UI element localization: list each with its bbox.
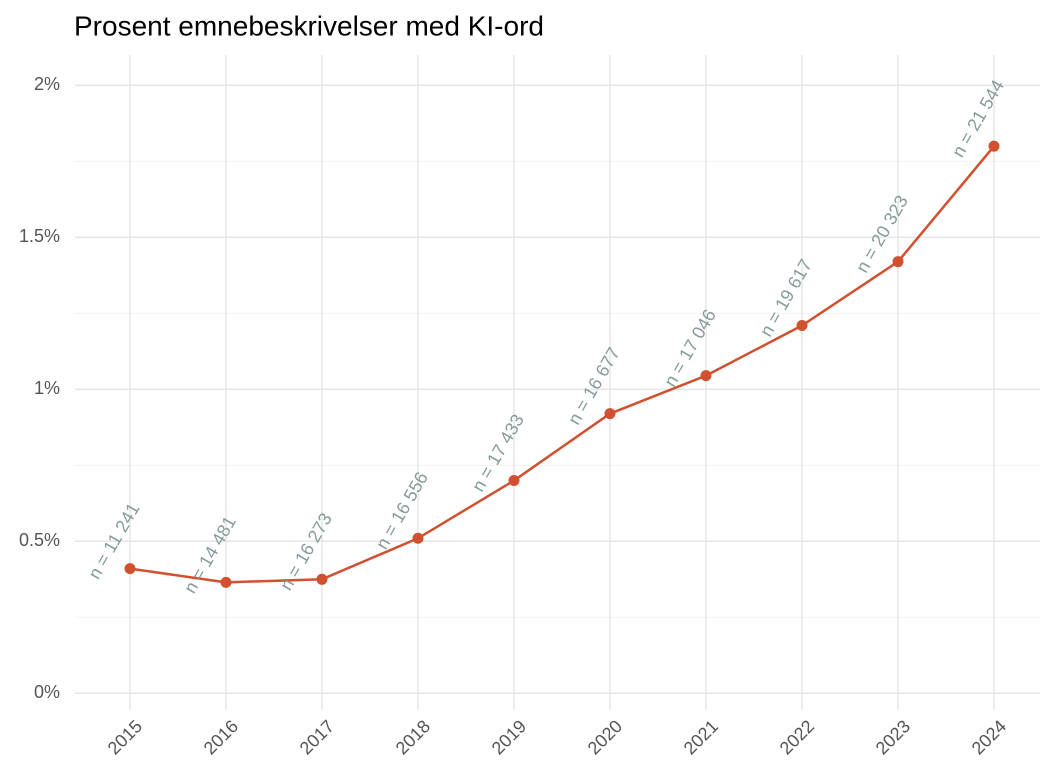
point (988, 140, 1000, 152)
point (700, 370, 712, 382)
point (412, 532, 424, 544)
line (129, 145, 995, 584)
x-tick-label: 2022 (776, 716, 818, 758)
x-tick-label: 2019 (488, 716, 530, 758)
chart-title: Prosent emnebeskrivelser med KI-ord (74, 10, 544, 41)
point (796, 320, 808, 332)
x-tick-label: 2015 (104, 716, 146, 758)
point (892, 256, 904, 268)
x-tick-label: 2024 (968, 716, 1010, 758)
x-tick-label: 2023 (872, 716, 914, 758)
x-tick-label: 2021 (680, 716, 722, 758)
y-tick-label: 0% (34, 682, 60, 702)
y-tick-label: 0.5% (19, 530, 60, 550)
x-tick-label: 2016 (200, 716, 242, 758)
x-tick-label: 2017 (296, 716, 338, 758)
point (124, 563, 136, 575)
x-tick-label: 2020 (584, 716, 626, 758)
y-tick-label: 2% (34, 74, 60, 94)
point (316, 573, 328, 585)
x-tick-label: 2018 (392, 716, 434, 758)
point (220, 576, 232, 588)
y-tick-label: 1.5% (19, 226, 60, 246)
point (508, 475, 520, 487)
point (604, 408, 616, 420)
y-tick-label: 1% (34, 378, 60, 398)
